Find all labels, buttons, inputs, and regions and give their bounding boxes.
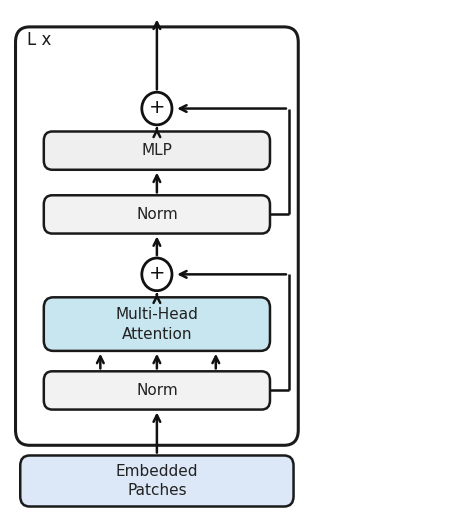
Text: Embedded
Patches: Embedded Patches (116, 464, 198, 499)
Text: MLP: MLP (141, 143, 173, 158)
FancyBboxPatch shape (44, 195, 270, 233)
FancyBboxPatch shape (16, 27, 298, 445)
FancyBboxPatch shape (20, 456, 293, 506)
FancyBboxPatch shape (44, 298, 270, 351)
Circle shape (142, 92, 172, 125)
Text: +: + (149, 98, 165, 117)
FancyBboxPatch shape (44, 131, 270, 170)
Text: Norm: Norm (136, 383, 178, 398)
FancyBboxPatch shape (44, 371, 270, 409)
Text: +: + (149, 264, 165, 283)
Text: L x: L x (27, 31, 52, 49)
Text: Norm: Norm (136, 207, 178, 222)
Text: Multi-Head
Attention: Multi-Head Attention (116, 307, 198, 342)
Circle shape (142, 258, 172, 291)
